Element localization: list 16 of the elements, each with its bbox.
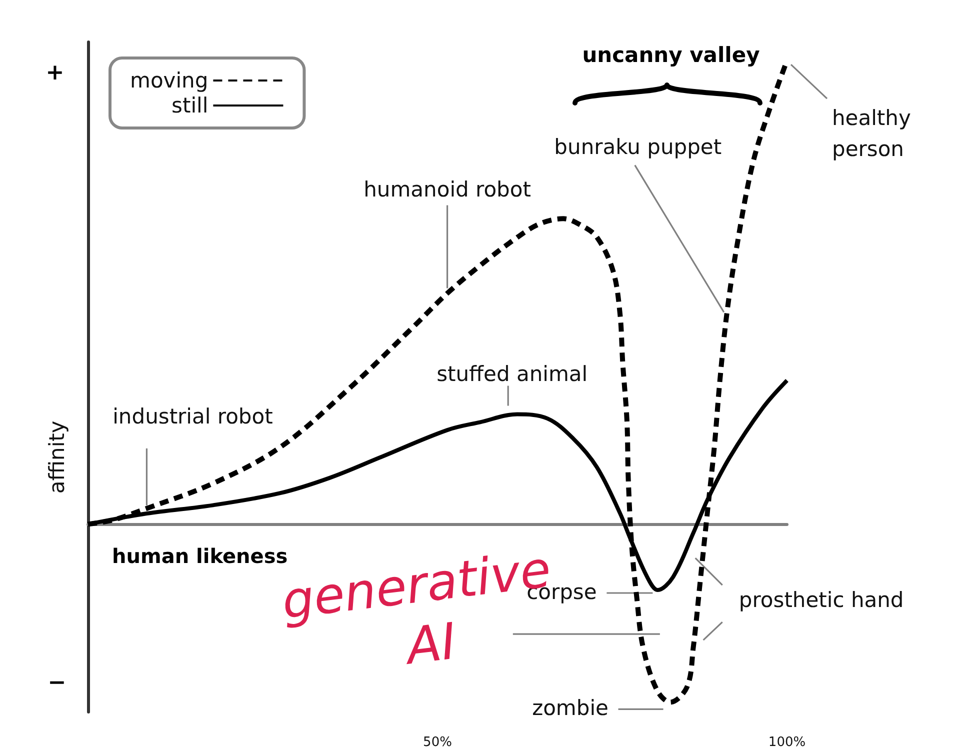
legend-label: moving — [130, 68, 208, 92]
annotation: prosthetic hand — [738, 588, 904, 612]
text: + — [46, 60, 64, 86]
x-tick-label: 100% — [768, 735, 806, 749]
legend-label: still — [172, 94, 208, 118]
annotation: zombie — [532, 696, 608, 720]
annotation: stuffed animal — [436, 362, 588, 386]
y-axis-title: affinity — [45, 420, 69, 494]
annotation: bunraku puppet — [554, 135, 722, 160]
x-axis-title: human likeness — [112, 544, 288, 568]
x-tick-label: 50% — [423, 735, 452, 749]
text: − — [48, 670, 66, 696]
annotation: healthy person — [832, 106, 918, 162]
annotation: humanoid robot — [364, 177, 531, 202]
annotation: industrial robot — [112, 404, 273, 428]
annotation: uncanny valley — [582, 43, 760, 67]
